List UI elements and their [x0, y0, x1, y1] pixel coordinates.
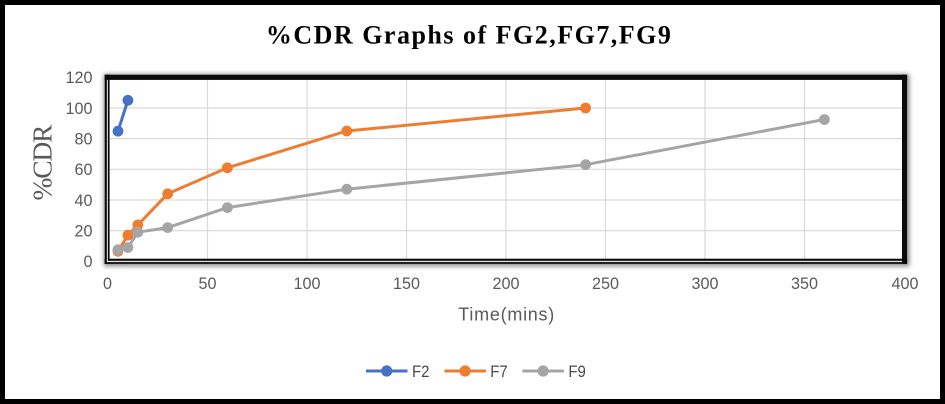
svg-text:120: 120: [66, 68, 93, 87]
svg-text:0: 0: [84, 252, 93, 271]
svg-text:100: 100: [66, 99, 93, 118]
svg-text:350: 350: [791, 274, 818, 293]
svg-text:100: 100: [294, 274, 321, 293]
svg-text:150: 150: [393, 274, 420, 293]
svg-text:0: 0: [103, 274, 112, 293]
svg-text:F7: F7: [490, 362, 508, 381]
svg-text:F9: F9: [568, 362, 586, 381]
svg-text:400: 400: [892, 274, 919, 293]
svg-text:%CDR: %CDR: [27, 124, 58, 201]
svg-text:300: 300: [692, 274, 719, 293]
svg-text:Time(mins): Time(mins): [458, 304, 554, 324]
svg-text:40: 40: [75, 191, 93, 210]
svg-text:200: 200: [493, 274, 520, 293]
svg-text:80: 80: [75, 130, 93, 149]
svg-text:50: 50: [199, 274, 217, 293]
svg-text:%CDR Graphs of FG2,FG7,FG9: %CDR Graphs of FG2,FG7,FG9: [266, 20, 671, 49]
svg-text:F2: F2: [412, 362, 430, 381]
svg-text:60: 60: [75, 160, 93, 179]
svg-text:250: 250: [592, 274, 619, 293]
svg-text:20: 20: [75, 222, 93, 241]
